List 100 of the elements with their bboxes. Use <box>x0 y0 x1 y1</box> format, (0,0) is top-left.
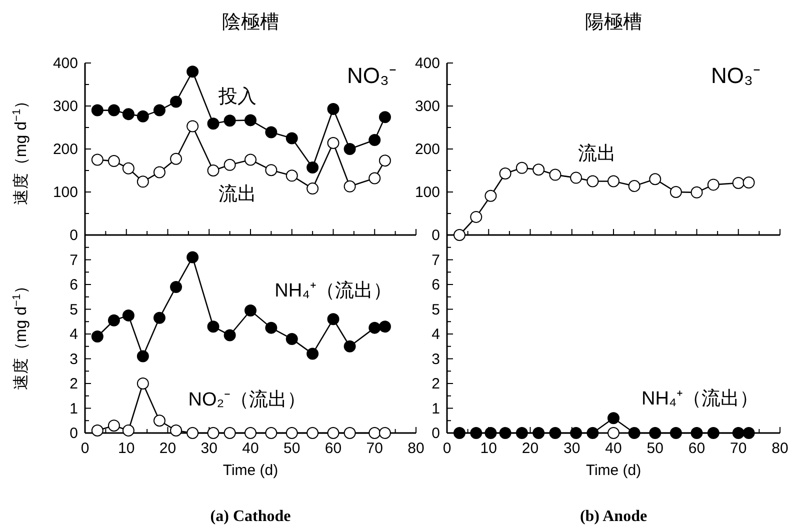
point <box>170 424 182 437</box>
point <box>153 104 166 116</box>
series-label: 投入 <box>217 86 256 108</box>
y-tick-label: 5 <box>432 301 440 318</box>
x-tick-label: 70 <box>730 440 747 457</box>
point <box>224 158 236 171</box>
point <box>327 103 340 116</box>
y-tick-label: 100 <box>414 184 440 201</box>
x-axis-title: Time (d) <box>222 462 278 479</box>
point <box>327 313 340 326</box>
y-tick-label: 3 <box>432 350 440 368</box>
x-tick-label: 20 <box>159 440 176 457</box>
point <box>378 320 391 333</box>
point <box>207 427 220 439</box>
y-tick-label: 3 <box>70 350 78 368</box>
text: (b) Anode <box>580 508 648 525</box>
point <box>690 186 703 198</box>
point <box>499 168 512 180</box>
point <box>306 427 319 439</box>
point <box>136 110 149 122</box>
chart-title: 陽極槽 <box>585 12 642 33</box>
point <box>265 427 278 439</box>
point <box>368 172 381 184</box>
point <box>186 66 199 78</box>
point <box>570 172 582 184</box>
x-tick-label: 60 <box>688 440 706 457</box>
point <box>344 143 356 155</box>
point <box>344 340 356 352</box>
point <box>344 427 356 439</box>
y-tick-label: 7 <box>70 252 78 269</box>
point <box>608 175 620 188</box>
y-tick-label: 4 <box>70 326 78 343</box>
point <box>286 427 298 439</box>
y-tick-label: 0 <box>70 425 78 442</box>
point <box>265 164 278 176</box>
x-tick-label: 20 <box>522 440 539 457</box>
point <box>327 427 340 439</box>
point <box>108 104 120 116</box>
x-axis-title: Time (d) <box>586 462 642 479</box>
point <box>742 176 755 189</box>
point <box>327 136 340 149</box>
y-tick-label: 300 <box>52 98 78 115</box>
point <box>244 114 256 126</box>
y-tick-label: 400 <box>52 55 78 72</box>
point <box>265 126 278 138</box>
series-label: NH₄⁺（流出） <box>641 387 759 410</box>
point <box>368 322 381 334</box>
y-tick-label: 1 <box>70 400 78 418</box>
series-label: 流出 <box>218 182 256 205</box>
point <box>244 304 256 316</box>
y-tick-label: 100 <box>52 184 78 201</box>
point <box>244 154 256 166</box>
x-tick-label: 10 <box>118 440 135 457</box>
point <box>136 176 149 188</box>
point <box>224 427 236 439</box>
chart-title: 陰極槽 <box>222 12 279 33</box>
y-tick-label: 1 <box>432 400 440 418</box>
series-label: NH₄⁺（流出） <box>274 279 392 302</box>
y-tick-label: 6 <box>70 276 78 294</box>
point <box>136 378 149 390</box>
point <box>484 190 497 202</box>
point <box>306 348 319 360</box>
point <box>170 96 182 108</box>
y-tick-label: 5 <box>70 301 78 318</box>
x-tick-label: 30 <box>564 440 580 457</box>
point <box>207 320 220 333</box>
point <box>265 322 278 334</box>
point <box>453 229 466 241</box>
point <box>344 180 356 192</box>
series-label: NO₂⁻（流出） <box>188 388 306 410</box>
point <box>532 164 545 176</box>
x-tick-label: 80 <box>772 440 788 457</box>
y-tick-label: 6 <box>432 276 440 294</box>
x-tick-label: 30 <box>200 440 218 457</box>
point <box>122 108 134 120</box>
y-tick-label: 0 <box>70 227 78 244</box>
point <box>378 154 391 167</box>
point <box>306 182 319 195</box>
y-tick-label: 2 <box>432 376 440 392</box>
x-tick-label: 40 <box>605 440 622 457</box>
point <box>153 312 166 324</box>
x-tick-label: 60 <box>324 440 342 457</box>
annotation: NO₃⁻ <box>711 63 760 88</box>
point <box>170 152 182 165</box>
x-tick-label: 10 <box>480 440 497 457</box>
y-tick-label: 0 <box>432 425 440 442</box>
point <box>306 161 319 174</box>
point <box>286 132 298 144</box>
y-tick-label: 200 <box>414 141 440 158</box>
annotation: NO₃⁻ <box>347 63 396 88</box>
x-tick-label: 40 <box>242 440 259 457</box>
y-tick-label: 0 <box>432 227 440 244</box>
point <box>707 178 720 191</box>
point <box>153 166 166 178</box>
point <box>108 155 120 168</box>
point <box>136 350 149 362</box>
point <box>122 162 134 174</box>
point <box>549 168 562 181</box>
series-label: 流出 <box>578 142 616 164</box>
point <box>91 330 104 342</box>
